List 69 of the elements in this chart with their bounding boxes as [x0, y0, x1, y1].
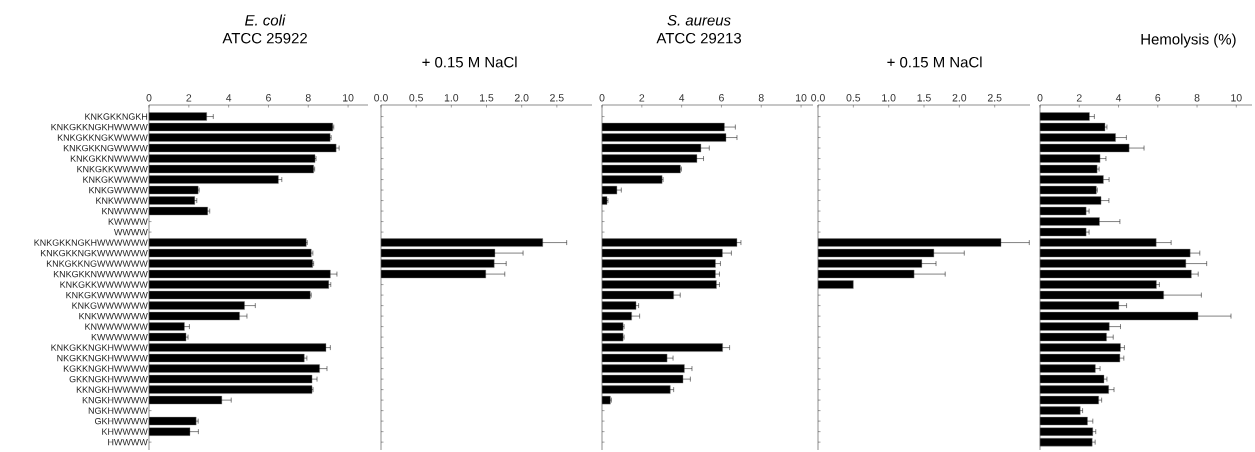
x-tick-label: 0.0 — [811, 94, 825, 102]
x-tick-label: 6 — [1155, 94, 1161, 102]
x-tick-label: 0 — [1037, 94, 1043, 102]
y-tick-label: NKGKKNGKHWWWW — [57, 354, 148, 362]
chart-subtitle: ATCC 29213 — [656, 32, 742, 44]
y-tick-label: GKKNGKHWWWW — [69, 375, 148, 383]
y-tick-label: WWWW — [114, 228, 148, 236]
y-tick-label: KNKGKKNGKWWWW — [57, 134, 148, 141]
x-tick-label: 2 — [186, 94, 192, 102]
y-tick-label: KHWWWW — [102, 428, 148, 435]
y-tick-label: KNKGKWWWW — [83, 176, 148, 183]
x-tick-label: 6 — [266, 94, 271, 102]
x-tick-label: 0.5 — [409, 94, 423, 102]
y-tick-label: KNKGKKNGWWWWWW — [46, 260, 148, 267]
y-tick-label: KNKGKKNGKWWWWWW — [40, 249, 148, 257]
x-tick-label: 1.0 — [444, 94, 459, 102]
x-tick-label: 8 — [305, 94, 311, 102]
y-tick-label: KNKGKKNGKH — [85, 113, 148, 120]
x-tick-label: 2.0 — [514, 94, 529, 102]
y-tick-label: KNKGKKNGWWWW — [63, 144, 148, 152]
chart-title: Hemolysis (%) — [1141, 33, 1236, 48]
x-tick-label: 2 — [639, 94, 645, 102]
x-tick-label: 1.5 — [480, 94, 494, 102]
x-tick-label: 1.0 — [882, 94, 896, 102]
chart-title: S. aureus — [667, 14, 731, 26]
y-tick-label: KGKKNGKHWWWW — [63, 365, 148, 372]
x-tick-label: 2.5 — [987, 94, 1002, 102]
y-tick-label: KNWWWWWW — [85, 323, 148, 330]
x-tick-label: 4 — [1115, 94, 1122, 102]
y-tick-label: KNKWWWWWW — [79, 313, 148, 320]
y-tick-label: GKHWWWW — [94, 417, 148, 425]
y-tick-label: KNKGKKNGKHWWWW — [51, 123, 148, 131]
x-tick-label: 2.5 — [550, 94, 564, 102]
x-tick-label: 4 — [225, 94, 232, 102]
chart-title: E. coli — [245, 14, 286, 26]
x-tick-label: 0.0 — [374, 94, 388, 102]
x-tick-label: 0 — [599, 94, 605, 102]
x-tick-label: 10 — [343, 94, 354, 102]
y-tick-label: KWWWWWW — [91, 334, 148, 341]
y-tick-label: KNKGWWWWWW — [72, 302, 148, 309]
y-tick-label: KNWWWW — [102, 207, 148, 215]
y-tick-label: KNKGKKWWWW — [77, 165, 148, 173]
x-tick-label: 6 — [719, 94, 724, 102]
y-tick-label: KNGKHWWWW — [82, 396, 148, 404]
x-tick-label: 0.5 — [846, 94, 861, 102]
x-tick-label: 2.0 — [952, 94, 967, 102]
y-tick-label: KNKGKKNWWWWWW — [53, 270, 148, 278]
y-tick-label: KWWWW — [108, 218, 148, 225]
y-tick-label: KNKWWWW — [96, 197, 148, 204]
chart-subtitle: ATCC 25922 — [222, 32, 307, 44]
y-tick-label: KNKGKKWWWWWW — [60, 281, 148, 288]
chart-title: + 0.15 M NaCl — [887, 56, 982, 68]
y-tick-label: KNKGWWWW — [89, 186, 148, 194]
y-tick-label: NGKHWWWW — [88, 407, 148, 414]
x-tick-label: 10 — [1231, 94, 1242, 102]
x-tick-label: 8 — [758, 94, 764, 102]
y-tick-label: KNKGKWWWWWW — [66, 291, 148, 299]
y-tick-label: KNKGKKNGKHWWWW — [51, 344, 148, 351]
y-tick-label: KNKGKKNGKHWWWWWW — [34, 239, 148, 246]
x-tick-label: 1.5 — [917, 94, 931, 102]
x-tick-label: 0 — [146, 94, 152, 102]
chart-title: + 0.15 M NaCl — [422, 56, 517, 68]
x-tick-label: 4 — [678, 94, 685, 102]
x-tick-label: 8 — [1194, 94, 1200, 102]
y-tick-label: HWWWW — [108, 439, 148, 446]
y-tick-label: KNKGKKNWWWW — [70, 155, 148, 162]
y-tick-label: KKNGKHWWWW — [76, 386, 148, 393]
x-tick-label: 10 — [796, 94, 807, 102]
x-tick-label: 2 — [1076, 94, 1082, 102]
